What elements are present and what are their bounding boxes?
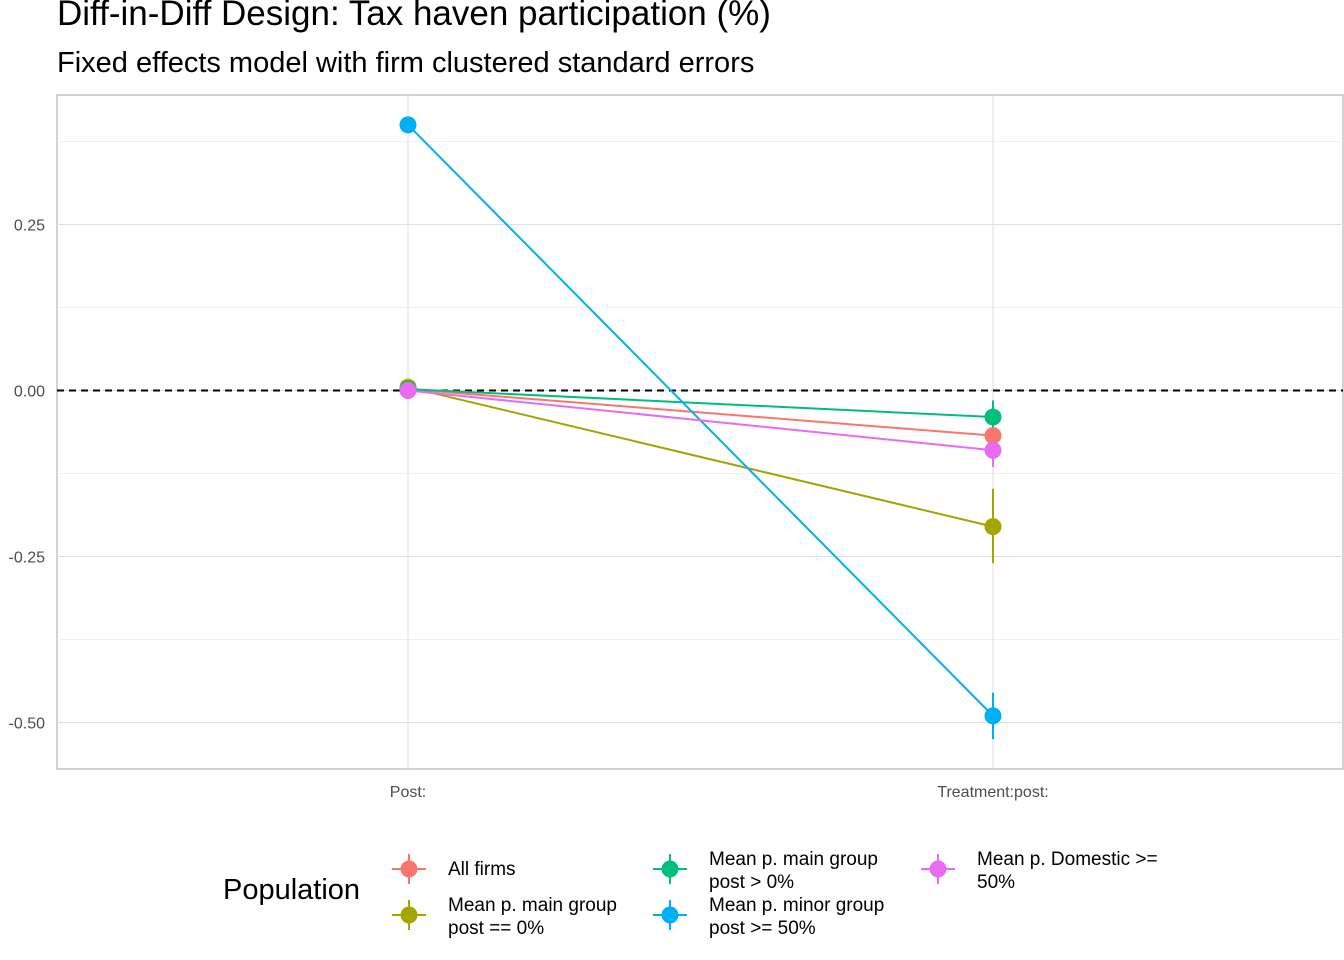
x-tick-label: Treatment:post: <box>937 784 1048 801</box>
legend-key-main-group-positive <box>653 854 687 884</box>
data-point-2-1 <box>984 408 1002 426</box>
legend-key-main-group-zero <box>392 900 426 930</box>
legend-label: Mean p. Domestic >= 50% <box>977 849 1158 893</box>
chart-plot: 0.25 0.00 -0.25 -0.50 Post: Treatment:post: <box>9 94 1344 801</box>
series-line-1 <box>407 386 994 528</box>
legend-label: All firms <box>448 859 516 880</box>
data-point-4-1 <box>984 441 1002 459</box>
legend-label: Mean p. main group post > 0% <box>709 849 878 893</box>
data-point-3-0 <box>399 116 417 134</box>
legend-key-point <box>661 860 679 878</box>
series-line-0 <box>407 388 994 437</box>
data-point-3-1 <box>984 707 1002 725</box>
plot-panel <box>56 94 1344 770</box>
legend-key-minor-group <box>653 900 687 930</box>
data-point-4-0 <box>399 381 417 399</box>
legend-key-all-firms <box>392 854 426 884</box>
legend-key-domestic <box>921 854 955 884</box>
data-point-0-1 <box>984 427 1002 445</box>
chart-title: Diff-in-Diff Design: Tax haven participa… <box>57 0 771 33</box>
legend-label: Mean p. minor group post >= 50% <box>709 895 885 939</box>
series-line-4 <box>407 389 994 452</box>
series-line-2 <box>407 388 994 419</box>
y-tick-label: 0.25 <box>14 217 45 234</box>
y-tick-label: -0.50 <box>9 716 46 733</box>
legend-key-point <box>661 906 679 924</box>
y-tick-label: 0.00 <box>14 383 45 400</box>
legend-title: Population <box>223 874 361 906</box>
legend-key-point <box>400 906 418 924</box>
chart-subtitle: Fixed effects model with firm clustered … <box>57 47 755 79</box>
x-tick-label: Post: <box>390 784 426 801</box>
data-point-1-1 <box>984 518 1002 536</box>
y-tick-label: -0.25 <box>9 550 46 567</box>
legend-key-point <box>400 860 418 878</box>
legend-key-point <box>929 860 947 878</box>
legend-label: Mean p. main group post == 0% <box>448 895 617 939</box>
